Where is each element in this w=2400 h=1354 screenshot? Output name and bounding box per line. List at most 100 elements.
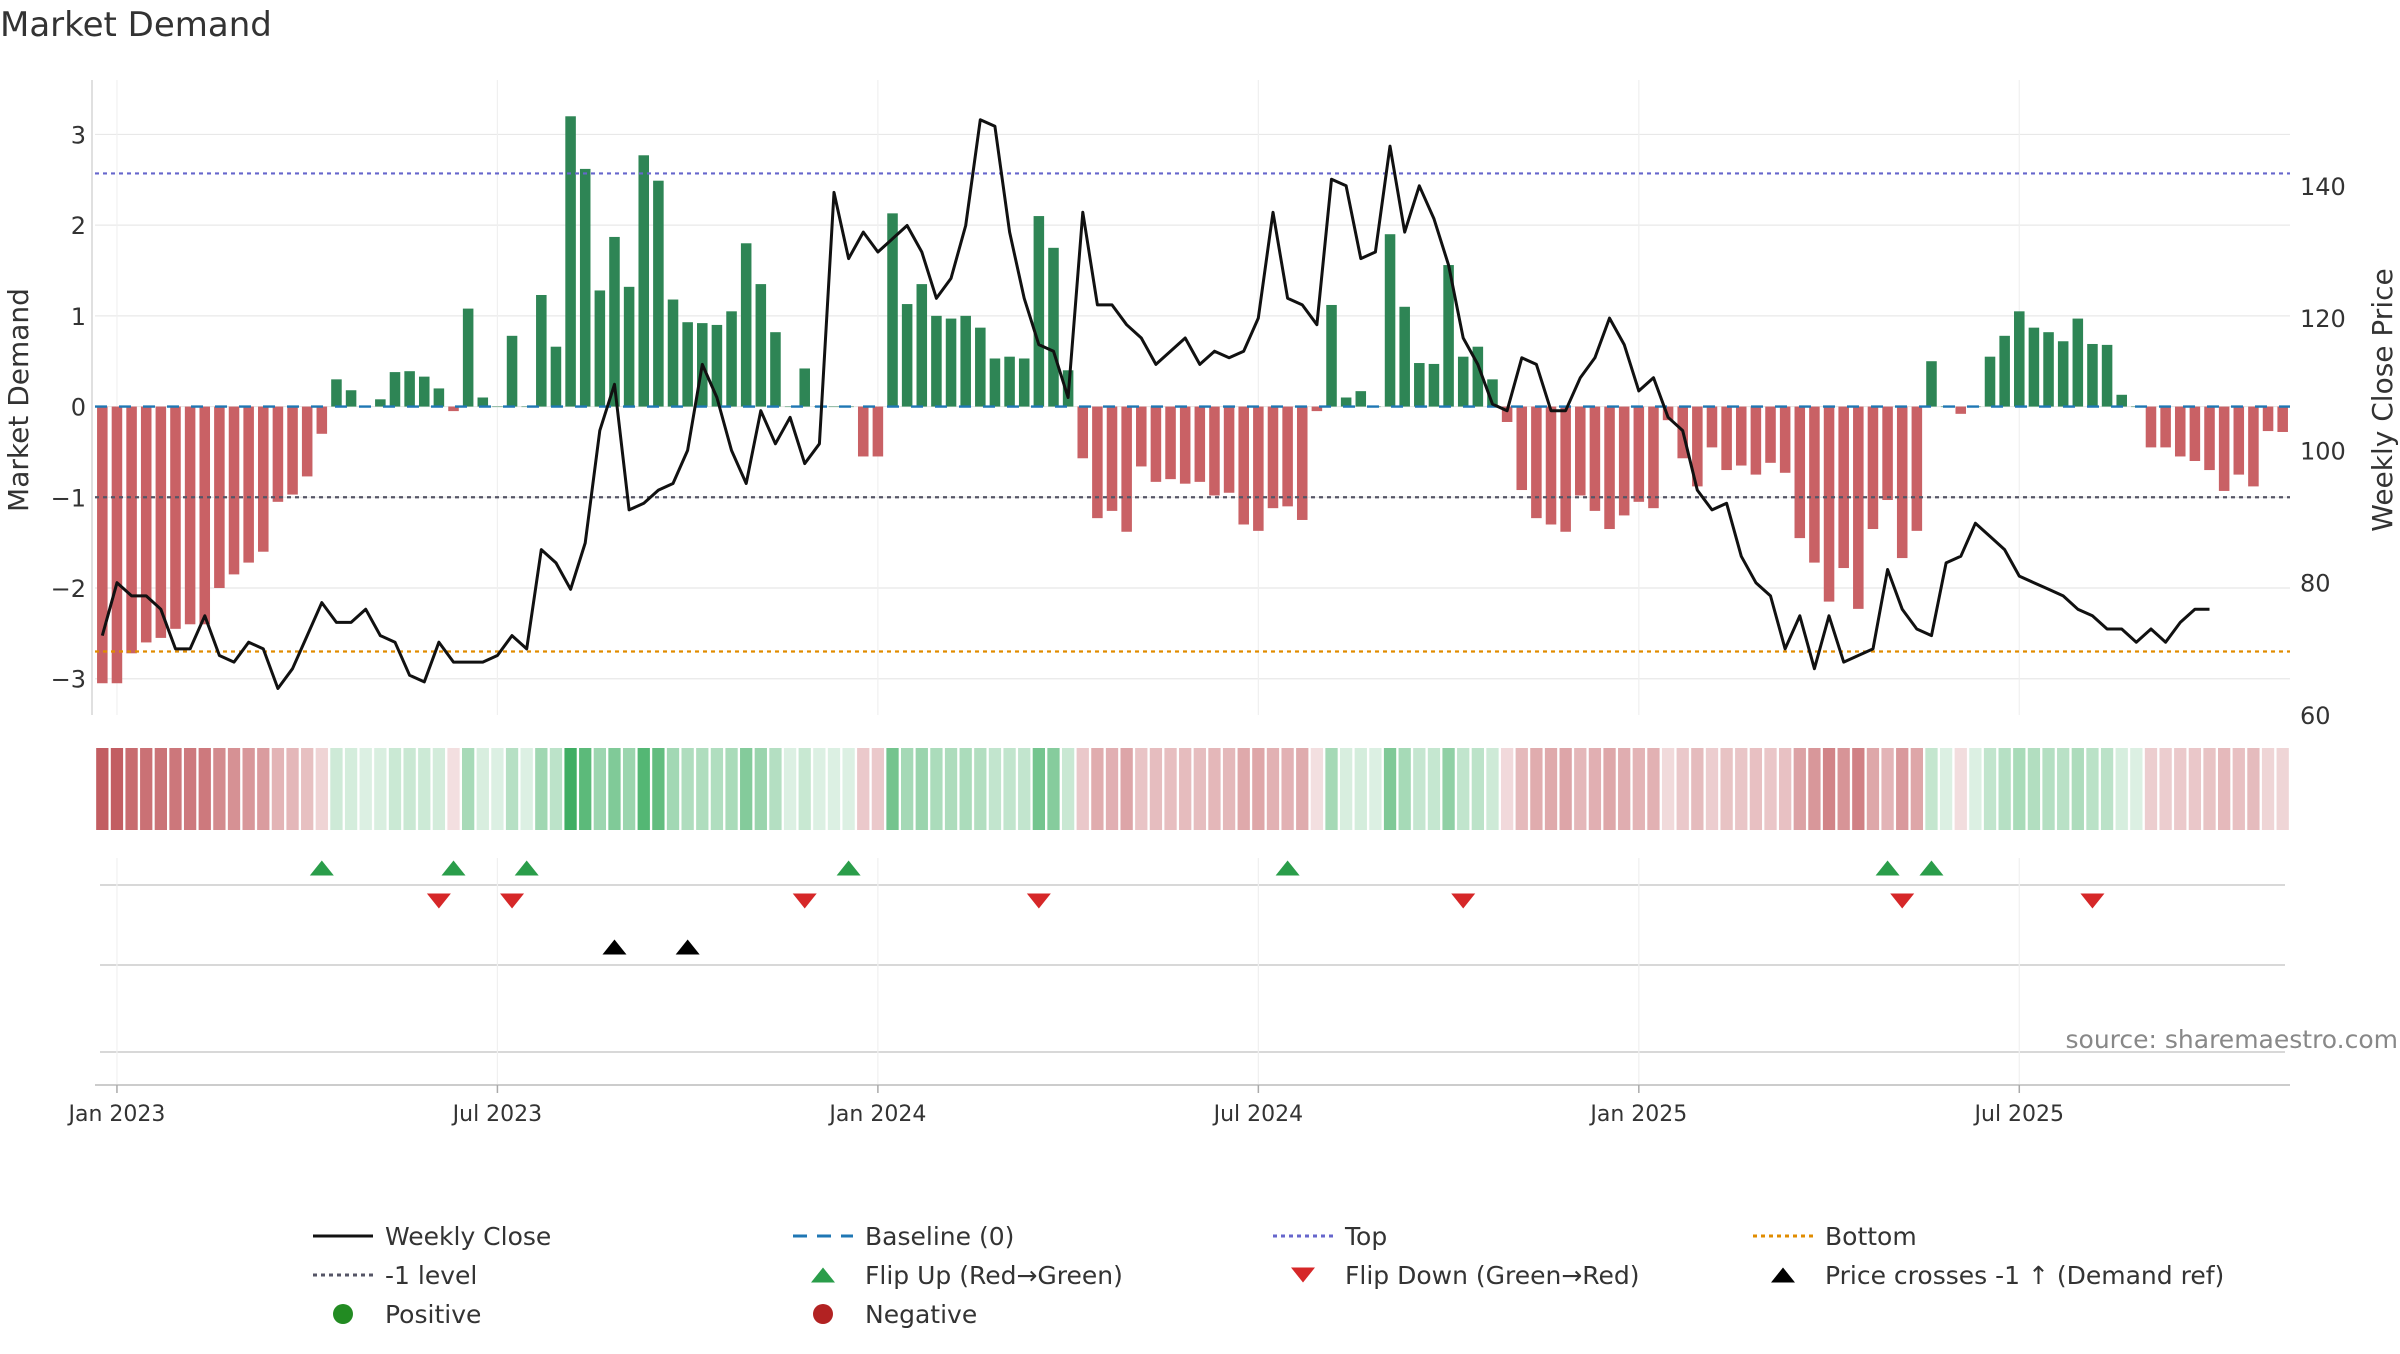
demand-bar: [2014, 311, 2025, 407]
flip-up-marker: [514, 860, 539, 876]
heat-cell: [1179, 748, 1192, 830]
demand-bar: [1911, 406, 1923, 531]
legend-label: Top: [1344, 1222, 1387, 1251]
heat-cell: [1486, 748, 1499, 830]
x-tick-label: Jul 2023: [451, 1102, 543, 1127]
demand-bar: [931, 315, 942, 407]
legend-label: Weekly Close: [385, 1222, 551, 1251]
heat-cell: [1325, 748, 1338, 830]
demand-bar: [1253, 406, 1264, 531]
heat-cell: [608, 748, 621, 830]
heat-cell: [2144, 748, 2158, 830]
heat-cell: [1383, 748, 1397, 830]
demand-bar: [111, 406, 123, 684]
heat-cell: [1032, 748, 1045, 830]
demand-bar: [448, 406, 459, 412]
heat-cell: [1588, 748, 1602, 830]
demand-bar: [1150, 406, 1162, 482]
legend-label: Flip Up (Red→Green): [865, 1261, 1123, 1290]
heat-cell: [476, 748, 489, 830]
heat-cell: [462, 748, 475, 830]
demand-bar: [389, 372, 401, 407]
heat-cell: [930, 748, 943, 830]
demand-bar: [418, 376, 430, 407]
heat-cell: [1208, 748, 1221, 830]
heat-cell: [1442, 748, 1455, 830]
demand-bar: [1355, 391, 1367, 407]
heat-cell: [1003, 748, 1016, 830]
legend: Weekly Close Baseline (0) Top Bottom -1 leve…: [313, 1222, 2224, 1329]
demand-bar: [799, 368, 810, 407]
demand-bar: [1779, 406, 1791, 473]
demand-bar: [1414, 363, 1425, 407]
demand-bar: [97, 406, 108, 684]
heat-cell: [1559, 748, 1572, 830]
heat-cell: [1149, 748, 1163, 830]
demand-bar: [2072, 318, 2084, 407]
demand-bar: [214, 406, 225, 588]
flip-up-marker: [1919, 860, 1944, 876]
legend-swatch-circle: [813, 1304, 833, 1324]
heat-cell: [301, 748, 314, 830]
demand-bar: [565, 116, 576, 407]
heat-cell: [827, 748, 841, 830]
right-tick-label: 140: [2300, 173, 2346, 201]
demand-bar: [916, 284, 928, 407]
demand-bar: [1106, 406, 1118, 511]
demand-bar: [857, 406, 869, 457]
demand-bar: [1296, 406, 1308, 520]
heat-cell: [1998, 748, 2011, 830]
heat-cell: [505, 748, 519, 830]
heat-cell: [974, 748, 987, 830]
demand-bar: [1282, 406, 1293, 507]
legend-swatch-circle: [333, 1304, 353, 1324]
left-tick-label: −1: [51, 484, 86, 512]
demand-bar: [462, 308, 474, 407]
demand-bar: [609, 236, 620, 407]
demand-bar: [2057, 341, 2069, 407]
demand-bar: [536, 294, 547, 407]
left-axis-label: Market Demand: [2, 288, 35, 512]
demand-bar: [682, 322, 693, 407]
demand-bar: [1955, 406, 1967, 414]
demand-bar: [594, 290, 606, 407]
heat-cell: [213, 748, 226, 830]
demand-bar: [477, 397, 489, 407]
legend-swatch-triangle: [1291, 1267, 1315, 1283]
weekly-close-line: [100, 118, 2210, 690]
heat-cell: [696, 748, 709, 830]
demand-bar: [331, 379, 342, 407]
demand-bar: [945, 318, 957, 407]
demand-bar: [433, 388, 445, 407]
flip-down-marker: [1451, 893, 1476, 909]
heat-cell: [1954, 748, 1967, 830]
demand-bar: [1765, 406, 1776, 463]
heat-cell: [418, 748, 431, 830]
demand-bar: [887, 213, 898, 407]
x-tick-label: Jul 2025: [1973, 1102, 2065, 1127]
demand-bar: [550, 346, 562, 407]
heat-cell: [886, 748, 899, 830]
heat-cell: [1018, 748, 1031, 830]
heat-cell: [1866, 748, 1880, 830]
heat-cell: [1983, 748, 1997, 830]
x-tick-label: Jul 2024: [1212, 1102, 1304, 1127]
heat-cell: [1237, 748, 1250, 830]
heat-cell: [1603, 748, 1616, 830]
demand-bar: [1179, 406, 1191, 484]
demand-heat-strip: [96, 748, 2289, 830]
heat-cell: [286, 748, 299, 830]
demand-bar: [1033, 216, 1045, 407]
heat-cell: [1822, 748, 1836, 830]
heat-cell: [110, 748, 124, 830]
heat-cell: [535, 748, 548, 830]
heat-cell: [652, 748, 665, 830]
demand-bar: [1853, 406, 1864, 609]
heat-cell: [1061, 748, 1075, 830]
demand-bar: [653, 180, 664, 407]
left-tick-label: 0: [71, 394, 86, 422]
legend-label: Price crosses -1 ↑ (Demand ref): [1825, 1261, 2224, 1290]
demand-bar: [1838, 406, 1849, 569]
demand-bar: [2277, 406, 2288, 432]
flip-up-marker: [309, 860, 334, 876]
